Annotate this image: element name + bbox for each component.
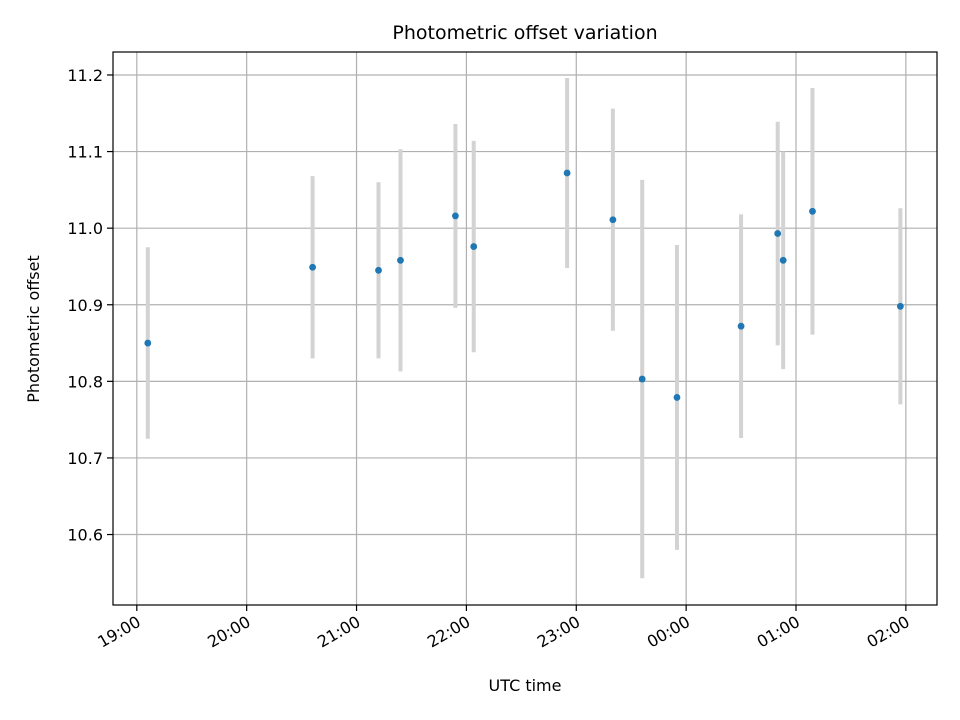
grid xyxy=(113,52,937,605)
y-tick-label: 11.0 xyxy=(67,219,103,238)
x-axis-title: UTC time xyxy=(489,676,562,695)
data-point xyxy=(638,375,646,383)
data-point xyxy=(779,256,787,264)
y-tick-label: 10.9 xyxy=(67,296,103,315)
data-point xyxy=(609,216,617,224)
data-point xyxy=(896,302,904,310)
data-point xyxy=(809,207,816,215)
data-points xyxy=(144,169,904,401)
plot-area-frame xyxy=(112,51,938,606)
data-point xyxy=(470,243,478,250)
data-point xyxy=(375,266,382,274)
y-axis-title: Photometric offset xyxy=(24,255,43,403)
data-point xyxy=(737,322,745,330)
data-point xyxy=(774,230,782,237)
data-point xyxy=(144,339,152,347)
chart-title: Photometric offset variation xyxy=(392,22,657,44)
y-tick-label: 11.1 xyxy=(67,143,103,162)
data-point xyxy=(452,212,459,220)
data-point xyxy=(309,263,316,271)
y-tick-label: 11.2 xyxy=(67,66,103,85)
y-tick-label: 10.8 xyxy=(67,372,103,391)
data-point xyxy=(397,256,404,264)
y-tick-label: 10.6 xyxy=(67,526,103,545)
y-tick-label: 10.7 xyxy=(67,449,103,468)
data-point xyxy=(673,394,681,401)
data-point xyxy=(563,169,571,177)
